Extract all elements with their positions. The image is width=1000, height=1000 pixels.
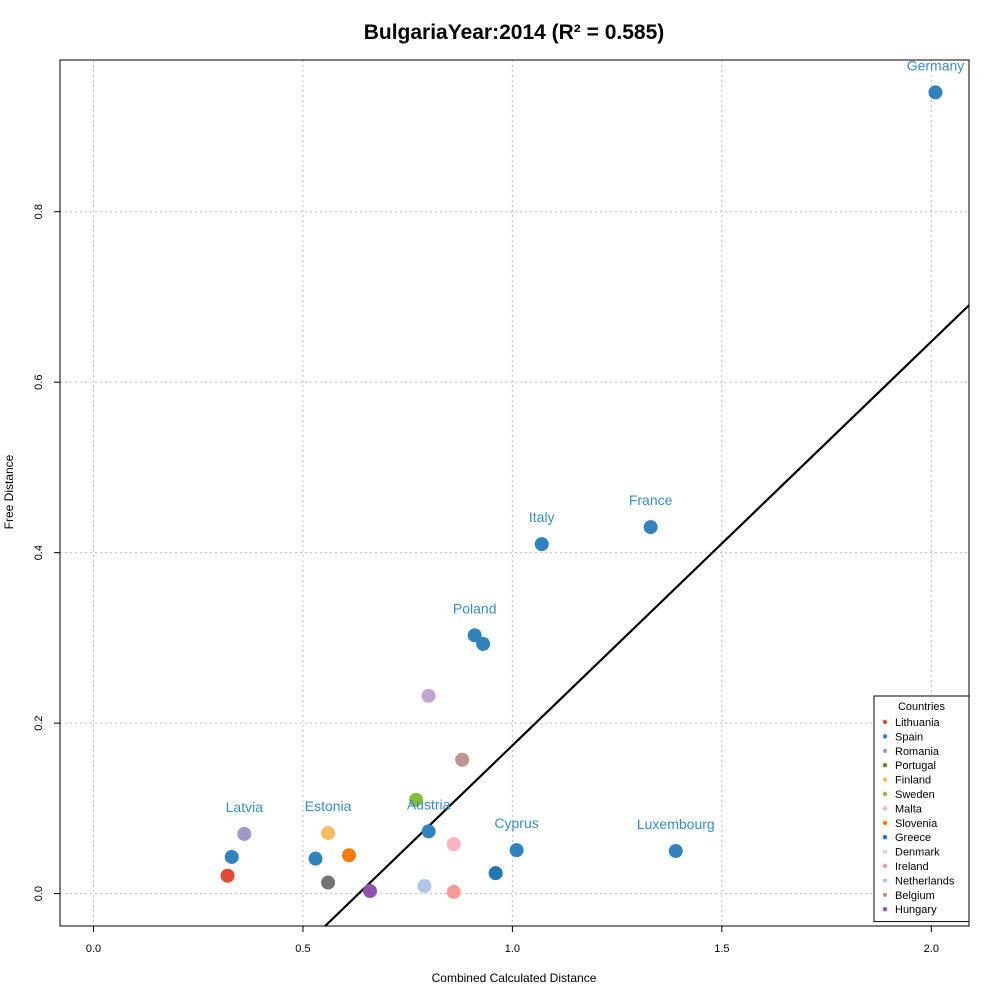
- x-tick-label: 2.0: [924, 943, 939, 955]
- data-point: [467, 628, 482, 643]
- data-point: [321, 875, 336, 890]
- legend-label: Finland: [895, 775, 931, 787]
- data-point: [237, 826, 252, 841]
- data-point: [476, 636, 491, 651]
- data-point: [421, 688, 436, 703]
- legend-marker: [882, 719, 888, 725]
- data-point: [220, 868, 235, 883]
- point-label: Latvia: [226, 799, 264, 815]
- x-tick-label: 0.0: [86, 943, 101, 955]
- legend-label: Slovenia: [895, 818, 938, 830]
- data-point: [417, 878, 432, 893]
- y-tick-label: 0.0: [33, 886, 45, 901]
- legend-label: Hungary: [895, 904, 937, 916]
- data-point: [668, 843, 683, 858]
- legend-label: Belgium: [895, 890, 935, 902]
- x-axis-title: Combined Calculated Distance: [432, 971, 597, 985]
- legend-marker: [882, 777, 888, 782]
- legend-label: Denmark: [895, 847, 940, 859]
- legend-label: Netherlands: [895, 875, 955, 887]
- x-tick-label: 1.0: [505, 943, 520, 955]
- legend-marker: [882, 863, 888, 869]
- data-point: [455, 752, 470, 767]
- point-label: Estonia: [305, 798, 352, 814]
- legend-marker: [882, 791, 888, 797]
- point-label: Germany: [907, 57, 965, 73]
- point-labels-layer: Germany France Italy Poland Austria Cyprus Lux…: [226, 57, 965, 832]
- points-layer: [220, 85, 943, 899]
- plot-frame: [59, 59, 970, 927]
- point-label: Italy: [529, 509, 555, 525]
- legend-label: Ireland: [895, 861, 929, 873]
- legend-marker: [882, 734, 888, 739]
- y-tick-label: 0.2: [33, 715, 45, 730]
- x-tick-label: 0.5: [295, 943, 310, 955]
- chart-title: BulgariaYear:2014 (R² = 0.585): [364, 21, 665, 44]
- y-axis-title: Free Distance: [2, 454, 16, 529]
- legend-marker: [882, 878, 888, 883]
- data-point: [342, 848, 357, 863]
- legend-label: Romania: [895, 746, 940, 758]
- point-label: Cyprus: [494, 815, 538, 831]
- legend-box: [873, 695, 970, 923]
- data-point: [446, 837, 461, 852]
- legend-label: Greece: [895, 832, 931, 844]
- data-point: [321, 826, 336, 841]
- grid: [60, 60, 969, 926]
- data-point: [534, 537, 549, 552]
- axes: 0.0 0.5 1.0 1.5 2.0 0.0 0.2 0.4 0.6 0.8: [33, 204, 939, 955]
- x-tick-label: 1.5: [714, 943, 729, 955]
- legend-marker: [882, 892, 888, 897]
- point-label: France: [629, 492, 673, 508]
- data-point: [308, 851, 323, 866]
- data-point: [224, 849, 239, 864]
- legend-label: Sweden: [895, 789, 935, 801]
- data-point: [421, 824, 436, 839]
- data-point: [362, 884, 377, 899]
- point-label: Poland: [453, 600, 497, 616]
- legend-marker: [882, 820, 888, 825]
- y-tick-label: 0.8: [33, 204, 45, 219]
- legend-marker: [882, 763, 888, 768]
- legend: Countries Lithuania Spain Romania Portugal Fi…: [873, 695, 970, 923]
- regression-line: [324, 304, 970, 927]
- legend-marker: [882, 835, 888, 840]
- legend-marker: [882, 806, 888, 811]
- y-tick-label: 0.4: [33, 545, 45, 560]
- data-point: [928, 85, 943, 100]
- legend-label: Malta: [895, 803, 923, 815]
- data-point: [409, 792, 424, 807]
- legend-label: Lithuania: [895, 717, 941, 729]
- y-tick-label: 0.6: [33, 375, 45, 390]
- legend-label: Portugal: [895, 760, 936, 772]
- legend-label: Spain: [895, 731, 923, 743]
- regression-line-layer: [324, 304, 970, 927]
- legend-title: Countries: [898, 701, 946, 713]
- data-point: [446, 884, 461, 899]
- data-point: [643, 520, 658, 535]
- point-label: Luxembourg: [637, 816, 715, 832]
- legend-marker: [882, 907, 888, 912]
- data-point: [488, 866, 503, 881]
- legend-marker: [882, 748, 888, 753]
- legend-marker: [882, 849, 888, 854]
- data-point: [509, 843, 524, 858]
- point-label: Austria: [407, 796, 451, 812]
